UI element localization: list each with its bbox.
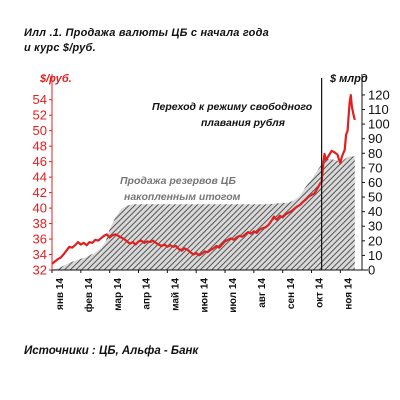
- chart-title: Илл .1. Продажа валюты ЦБ с начала года …: [24, 26, 384, 56]
- left-axis-unit: $/руб.: [39, 73, 72, 85]
- right-tick-label: 90: [368, 131, 382, 146]
- right-axis-unit: $ млрд: [329, 73, 368, 85]
- left-tick-label: 50: [33, 123, 47, 138]
- right-tick-label: 120: [368, 87, 390, 102]
- x-tick-label: июл 14: [228, 278, 239, 313]
- right-tick-label: 50: [368, 190, 382, 205]
- right-tick-label: 40: [368, 204, 382, 219]
- x-tick-label: янв 14: [55, 278, 66, 310]
- source-note: Источники : ЦБ, Альфа - Банк: [24, 345, 199, 357]
- left-tick-label: 36: [33, 232, 47, 247]
- left-tick-label: 54: [33, 92, 47, 107]
- x-tick-label: окт 14: [315, 278, 326, 308]
- right-tick-label: 20: [368, 233, 382, 248]
- left-tick-label: 46: [33, 154, 47, 169]
- x-tick-label: ноя 14: [344, 278, 355, 310]
- reserves-label-line2: накопленным итогом: [124, 191, 241, 203]
- x-tick-label: мар 14: [113, 278, 124, 311]
- left-tick-label: 34: [33, 247, 47, 262]
- x-tick-label: авг 14: [257, 278, 268, 308]
- right-tick-label: 60: [368, 175, 382, 190]
- x-tick-label: апр 14: [142, 278, 153, 310]
- left-tick-label: 38: [33, 216, 47, 231]
- x-tick-label: сен 14: [286, 278, 297, 310]
- x-tick-label: фев 14: [83, 278, 95, 313]
- right-tick-label: 100: [368, 117, 390, 132]
- float-regime-label-line1: Переход к режиму свободного: [152, 101, 313, 113]
- right-tick-label: 10: [368, 248, 382, 263]
- left-tick-label: 44: [33, 170, 47, 185]
- right-tick-label: 80: [368, 146, 382, 161]
- float-regime-label-line2: плавания рубля: [201, 117, 285, 129]
- chart-title-line2: и курс $/руб.: [24, 42, 96, 54]
- right-tick-label: 30: [368, 219, 382, 234]
- right-tick-label: 70: [368, 160, 382, 175]
- x-tick-label: июн 14: [199, 278, 210, 313]
- left-tick-label: 32: [33, 263, 47, 278]
- x-tick-label: май 14: [171, 278, 182, 311]
- reserves-label-line1: Продажа резервов ЦБ: [120, 175, 236, 187]
- left-tick-label: 52: [33, 108, 47, 123]
- left-tick-label: 48: [33, 139, 47, 154]
- left-tick-label: 42: [33, 185, 47, 200]
- right-tick-label: 0: [368, 263, 375, 278]
- right-tick-label: 110: [368, 102, 389, 117]
- chart-title-line1: Илл .1. Продажа валюты ЦБ с начала года: [24, 27, 269, 39]
- left-tick-label: 40: [33, 201, 47, 216]
- usd-rub-rate-line: [51, 94, 356, 265]
